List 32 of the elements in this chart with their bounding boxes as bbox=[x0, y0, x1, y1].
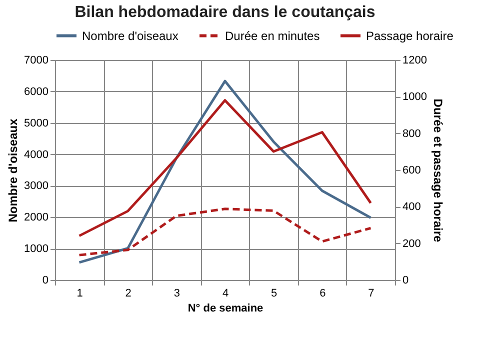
y2-tick-label: 1200 bbox=[402, 54, 427, 66]
y-tick-label: 7000 bbox=[24, 54, 48, 66]
y2-tick-label: 1000 bbox=[402, 91, 427, 104]
x-tick-label: 4 bbox=[222, 288, 229, 300]
y2-tick-label: 200 bbox=[402, 238, 421, 250]
line-series bbox=[78, 80, 372, 264]
x-tick-label: 5 bbox=[271, 288, 278, 300]
x-tick-label: 3 bbox=[174, 288, 180, 300]
y-tick-label: 3000 bbox=[24, 180, 48, 192]
y2-tick-label: 0 bbox=[402, 274, 409, 286]
line-series bbox=[78, 99, 372, 238]
y-axis-title: Nombre d'oiseaux bbox=[6, 118, 20, 222]
y-tick-label: 4000 bbox=[24, 148, 48, 161]
x-axis-title: N° de semaine bbox=[188, 302, 264, 314]
legend-label: Durée en minutes bbox=[225, 28, 320, 43]
y-tick-label: 2000 bbox=[24, 212, 48, 224]
chart-title: Bilan hebdomadaire dans le coutançais bbox=[74, 4, 376, 21]
y2-tick-label: 800 bbox=[402, 128, 421, 140]
y2-tick-label: 400 bbox=[402, 201, 421, 214]
x-tick-label: 2 bbox=[125, 288, 132, 300]
legend-label: Nombre d'oiseaux bbox=[82, 28, 178, 43]
y-tick-label: 6000 bbox=[24, 86, 48, 98]
line-series bbox=[78, 208, 372, 256]
y-tick-label: 1000 bbox=[24, 243, 48, 256]
y2-tick-label: 600 bbox=[402, 164, 421, 176]
x-tick-label: 6 bbox=[320, 288, 326, 300]
x-tick-label: 1 bbox=[76, 288, 83, 300]
legend-label: Passage horaire bbox=[366, 28, 454, 43]
y-tick-label: 0 bbox=[42, 274, 48, 286]
y-tick-label: 5000 bbox=[24, 117, 48, 130]
x-tick-label: 7 bbox=[368, 288, 374, 300]
y2-axis-title: Durée et passage horaire bbox=[430, 98, 445, 243]
